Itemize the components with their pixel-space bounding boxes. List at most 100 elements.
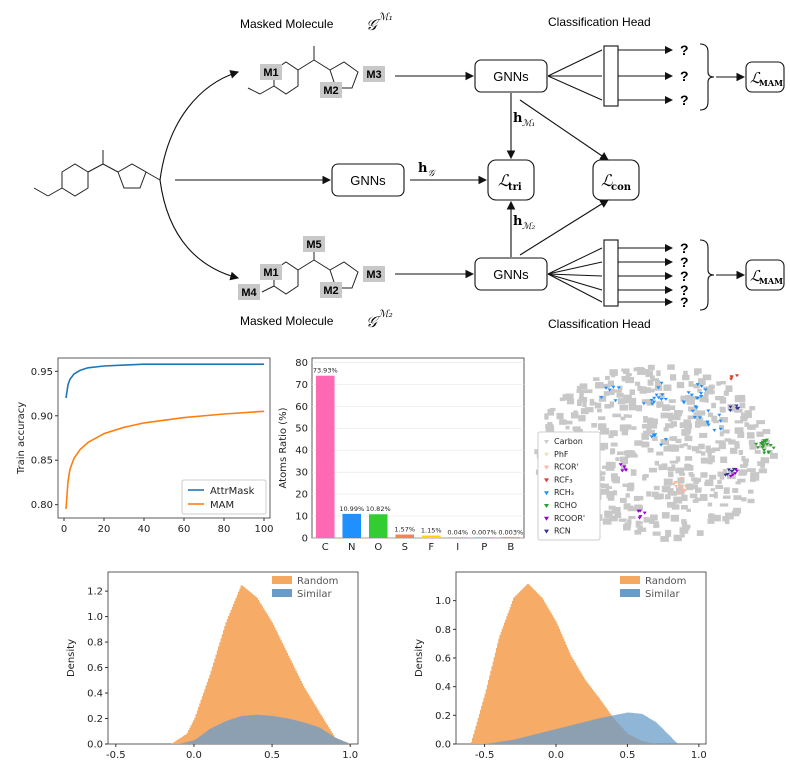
gnn-bottom-label: GNNs xyxy=(493,267,529,282)
scatter-point-carbon xyxy=(670,491,678,496)
y-tick-label: 0.6 xyxy=(87,663,103,674)
scatter-point-carbon xyxy=(600,488,610,495)
scatter-point-carbon xyxy=(661,485,671,493)
prediction-question-mark: ? xyxy=(680,294,689,310)
scatter-point-carbon xyxy=(667,444,676,449)
scatter-point-carbon xyxy=(732,488,739,493)
scatter-point-functional xyxy=(699,392,703,396)
prediction-question-mark: ? xyxy=(680,268,689,284)
scatter-point-carbon xyxy=(674,444,680,452)
gnn-mid-box xyxy=(331,163,405,197)
scatter-point-functional xyxy=(677,482,682,486)
scatter-point-carbon xyxy=(683,370,688,378)
scatter-point-functional xyxy=(682,401,686,405)
scatter-point-carbon xyxy=(762,429,771,435)
scatter-point-carbon xyxy=(711,402,716,409)
scatter-point-carbon xyxy=(612,476,621,484)
scatter-point-functional xyxy=(762,449,767,452)
scatter-point-carbon xyxy=(637,525,643,531)
scatter-point-carbon xyxy=(687,415,696,420)
scatter-point-carbon xyxy=(684,456,693,461)
scatter-point-functional xyxy=(718,427,723,431)
bar-S xyxy=(395,534,415,538)
scatter-point-carbon xyxy=(629,397,637,405)
y-axis-label: Train accuracy xyxy=(16,402,27,475)
y-tick-label: 0.90 xyxy=(31,411,53,422)
scatter-point-functional xyxy=(654,393,659,397)
scatter-point-functional xyxy=(729,375,734,379)
scatter-point-functional xyxy=(671,482,676,486)
scatter-point-functional xyxy=(642,511,647,515)
scatter-point-carbon xyxy=(640,527,647,532)
scatter-point-carbon xyxy=(712,447,721,452)
scatter-point-carbon xyxy=(752,474,758,479)
scatter-point-carbon xyxy=(720,456,728,463)
brace-bottom xyxy=(699,239,715,311)
y-tick-label: 0.2 xyxy=(87,714,103,725)
scatter-point-carbon xyxy=(617,398,626,405)
bar-data-label: 1.57% xyxy=(394,526,415,534)
scatter-point-carbon xyxy=(665,423,674,429)
scatter-point-carbon xyxy=(625,452,631,458)
scatter-point-carbon xyxy=(694,421,701,428)
scatter-point-carbon xyxy=(719,425,724,430)
scatter-point-carbon xyxy=(667,501,676,508)
scatter-point-carbon xyxy=(724,517,730,525)
scatter-point-carbon xyxy=(667,488,674,495)
masked-top-label: Masked Molecule xyxy=(240,17,334,31)
y-axis-label: Density xyxy=(414,639,425,677)
legend-label: Carbon xyxy=(554,437,583,446)
scatter-point-functional xyxy=(694,406,699,410)
scatter-point-carbon xyxy=(719,503,729,507)
density-chart-left: -0.5 0.0 0.5 1.00.00.20.40.60.81.01.2Densit… xyxy=(66,571,359,761)
scatter-point-functional xyxy=(712,428,717,432)
scatter-point-carbon xyxy=(656,451,664,456)
scatter-point-carbon xyxy=(627,506,637,512)
legend-label: RCH₃ xyxy=(554,488,574,497)
scatter-point-carbon xyxy=(695,417,704,423)
scatter-point-carbon xyxy=(597,483,604,487)
scatter-point-carbon xyxy=(594,402,602,409)
y-tick-label: 0.4 xyxy=(87,689,103,700)
hm2-label: h xyxy=(513,214,523,229)
scatter-point-functional xyxy=(728,409,733,413)
masked-top-math: 𝒢 xyxy=(366,16,379,34)
scatter-point-functional xyxy=(659,381,664,385)
scatter-point-carbon xyxy=(606,510,615,515)
scatter-point-functional xyxy=(604,386,608,390)
head-top-arrows: ??? xyxy=(547,42,689,108)
scatter-point-carbon xyxy=(754,450,761,454)
arrow-to-bottom-molecule xyxy=(159,179,240,281)
legend-swatch xyxy=(620,576,640,584)
scatter-point-carbon xyxy=(691,446,699,452)
framework-diagram: Masked Molecule 𝒢 ℳ₁ Classification Head… xyxy=(33,12,785,331)
y-tick-label: 80 xyxy=(295,358,308,369)
head-bottom-arrows: ????? xyxy=(547,240,689,310)
scatter-point-carbon xyxy=(623,414,630,418)
scatter-point-carbon xyxy=(545,425,555,433)
scatter-point-functional xyxy=(651,433,656,437)
scatter-point-carbon xyxy=(699,395,709,403)
loss-mam-bottom-symbol: ℒ xyxy=(750,267,762,285)
scatter-point-carbon xyxy=(682,524,691,529)
histogram-random xyxy=(108,585,358,744)
scatter-point-carbon xyxy=(608,434,614,439)
y-tick-label: 0.2 xyxy=(435,711,451,722)
scatter-point-carbon xyxy=(694,368,702,374)
scatter-point-functional xyxy=(638,509,643,513)
prediction-question-mark: ? xyxy=(680,240,689,256)
scatter-point-carbon xyxy=(733,507,742,514)
scatter-point-carbon xyxy=(598,416,606,420)
y-tick-label: 20 xyxy=(295,490,308,501)
scatter-point-carbon xyxy=(738,450,743,455)
mask-m1-top: M1 xyxy=(263,67,278,79)
scatter-point-carbon xyxy=(619,456,628,463)
scatter-point-carbon xyxy=(652,418,658,425)
scatter-point-functional xyxy=(768,444,773,447)
gnn-top-label: GNNs xyxy=(493,69,529,84)
legend-swatch xyxy=(544,465,549,470)
scatter-point-carbon xyxy=(748,489,754,494)
scatter-point-carbon xyxy=(634,440,643,446)
scatter-point-carbon xyxy=(661,512,670,519)
scatter-point-carbon xyxy=(682,376,687,380)
